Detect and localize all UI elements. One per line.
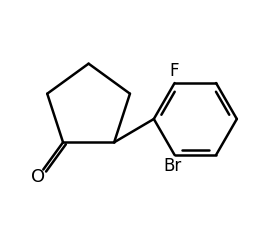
Text: O: O [31,168,45,186]
Text: Br: Br [163,157,182,175]
Text: F: F [170,62,179,80]
